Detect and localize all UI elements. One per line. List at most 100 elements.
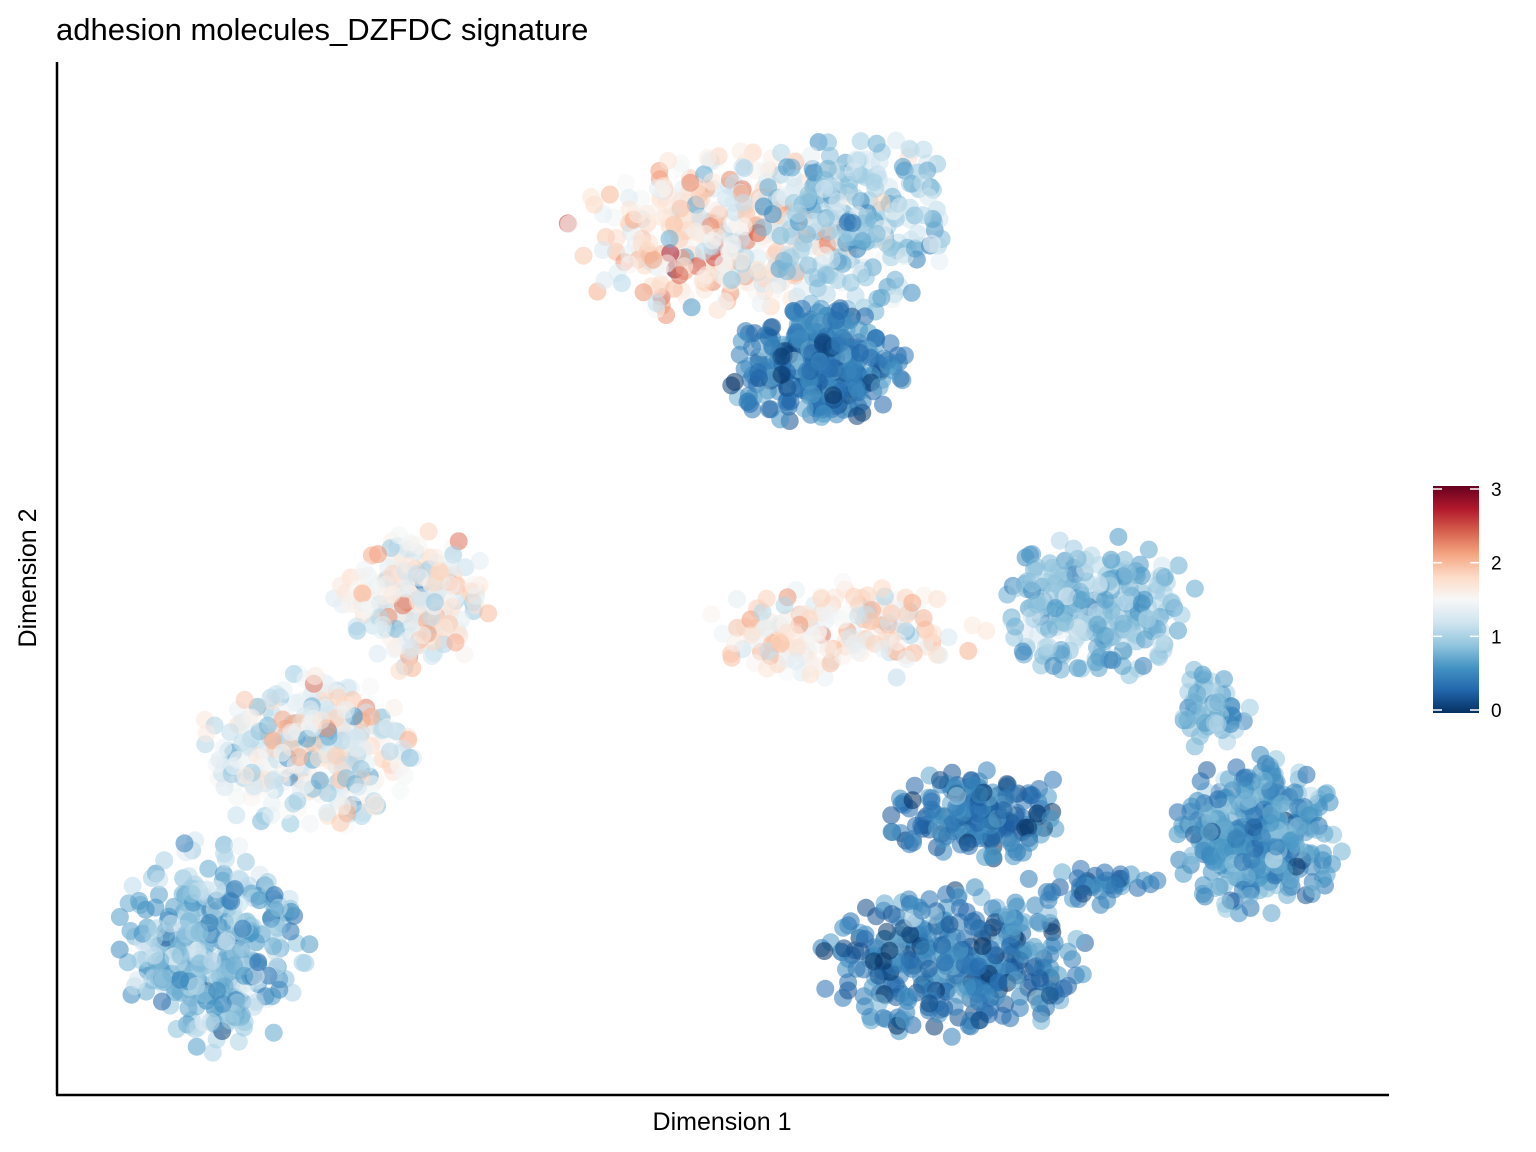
scatter-point [1148, 871, 1167, 890]
scatter-point [759, 178, 778, 197]
scatter-point [273, 710, 292, 729]
scatter-point [217, 932, 236, 951]
scatter-point [1219, 770, 1238, 789]
colorbar: 0 1 2 3 [1433, 480, 1502, 722]
colorbar-tick-label: 0 [1491, 701, 1502, 722]
scatter-point [847, 959, 866, 978]
scatter-point [770, 633, 789, 652]
scatter-point [341, 595, 359, 614]
scatter-point [882, 822, 901, 841]
scatter-point [845, 361, 864, 380]
scatter-point [419, 522, 438, 541]
scatter-point [167, 1020, 186, 1038]
scatter-point [312, 711, 330, 730]
scatter-point [205, 999, 224, 1018]
scatter-point [479, 604, 498, 623]
scatter-point [612, 274, 631, 293]
scatter-point [956, 929, 975, 948]
scatter-point [1039, 620, 1058, 639]
scatter-point [1074, 884, 1092, 903]
scatter-point [1068, 659, 1087, 678]
scatter-point [1118, 564, 1137, 583]
scatter-point [861, 348, 880, 367]
colorbar-tick-label: 3 [1491, 480, 1502, 501]
scatter-point [774, 251, 793, 270]
scatter-point [1006, 617, 1025, 636]
scatter-point [318, 803, 337, 822]
scatter-point [1188, 704, 1207, 723]
scatter-point [110, 940, 129, 959]
scatter-point [1101, 628, 1120, 647]
scatter-point [640, 234, 659, 253]
scatter-point [957, 903, 976, 921]
scatter-point [348, 621, 367, 640]
scatter-point [930, 252, 949, 271]
scatter-point [870, 153, 889, 172]
scatter-point [131, 951, 150, 969]
scatter-point [922, 234, 941, 253]
scatter-point [153, 992, 171, 1011]
scatter-point [847, 150, 866, 169]
scatter-point [855, 997, 874, 1016]
scatter-point [208, 981, 227, 1000]
scatter-point [1279, 878, 1298, 897]
scatter-point [1064, 539, 1083, 558]
scatter-point [758, 659, 777, 678]
scatter-point [305, 667, 324, 686]
scatter-point [413, 626, 432, 644]
scatter-point [560, 215, 579, 233]
scatter-point [171, 970, 190, 989]
scatter-point [628, 205, 647, 224]
scatter-point [264, 937, 283, 956]
scatter-point [148, 919, 167, 938]
scatter-point [877, 922, 896, 941]
scatter-point [383, 585, 401, 604]
scatter-point [368, 644, 387, 663]
scatter-point [874, 395, 892, 414]
scatter-point [409, 536, 428, 555]
scatter-point [1091, 895, 1110, 914]
scatter-point [973, 937, 992, 956]
scatter-point [867, 224, 886, 243]
scatter-point [919, 187, 938, 206]
colorbar-tick-label: 2 [1491, 554, 1502, 575]
scatter-point [1262, 904, 1281, 923]
scatter-point [681, 173, 700, 192]
scatter-point [983, 899, 1002, 918]
scatter-point [1150, 648, 1169, 666]
scatter-point [1139, 540, 1158, 559]
scatter-point [841, 273, 860, 292]
scatter-point [671, 199, 690, 218]
scatter-point [1136, 630, 1154, 649]
scatter-point [1023, 574, 1042, 593]
scatter-point [242, 708, 261, 727]
scatter-point [273, 743, 292, 762]
scatter-point [798, 225, 816, 244]
scatter-point [902, 283, 921, 302]
scatter-point [786, 326, 805, 345]
scatter-point [300, 935, 319, 954]
scatter-point [754, 385, 773, 404]
scatter-point [1235, 768, 1254, 787]
scatter-point [1320, 793, 1339, 812]
scatter-point [989, 973, 1008, 992]
scatter-point [722, 270, 741, 289]
scatter-point [616, 174, 635, 193]
scatter-point [931, 771, 949, 789]
scatter-point [772, 143, 791, 162]
scatter-point [697, 266, 716, 284]
scatter-point [833, 572, 852, 591]
scatter-point [363, 775, 382, 794]
scatter-point [201, 1013, 220, 1031]
scatter-point [906, 816, 925, 835]
scatter-point [1109, 527, 1128, 546]
scatter-point [969, 992, 988, 1011]
scatter-point [848, 407, 866, 425]
scatter-point [833, 610, 852, 629]
scatter-point [1114, 614, 1133, 633]
scatter-point [793, 299, 812, 318]
scatter-point [1188, 791, 1207, 810]
scatter-point [644, 250, 663, 269]
scatter-point [813, 356, 832, 375]
scatter-point [717, 189, 736, 208]
